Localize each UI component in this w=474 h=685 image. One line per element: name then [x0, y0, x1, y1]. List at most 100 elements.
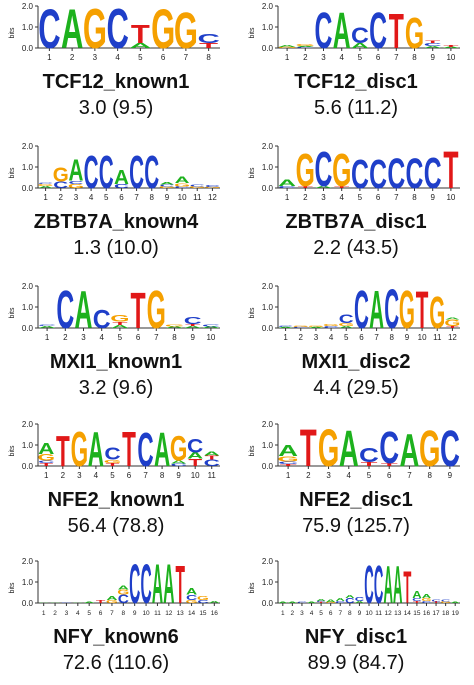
- position-label: 5: [319, 610, 323, 617]
- logo-letter-A: A: [166, 326, 184, 329]
- panel-mxi1-known1: 0.0 1.0 2.0 bits 1 A C 2 C 3 A 4 C 5 A T G 6 T 7 G 8 A G 9 A T C 10 A…: [6, 279, 228, 410]
- logo-letter-C: C: [441, 599, 451, 601]
- y-tick-label: 1.0: [22, 23, 34, 32]
- motif-title: NFY_disc1: [304, 626, 408, 648]
- position-label: 10: [178, 193, 187, 202]
- position-label: 8: [206, 53, 211, 62]
- y-tick-label: 2.0: [262, 2, 274, 11]
- position-label: 10: [365, 610, 373, 617]
- logo-letter-A: A: [278, 442, 298, 460]
- y-axis-label: bits: [9, 445, 16, 456]
- logo-letter-T: T: [185, 323, 200, 326]
- logo-letter-G: G: [104, 459, 122, 464]
- position-label: 16: [211, 610, 219, 617]
- logo-letter-A: A: [278, 44, 296, 47]
- logo-letter-A: A: [175, 176, 191, 185]
- y-tick-label: 1.0: [22, 578, 34, 587]
- logo-letter-C: C: [369, 152, 387, 198]
- position-label: 9: [448, 471, 453, 480]
- logo-letter-C: C: [202, 324, 220, 327]
- position-label: 1: [286, 471, 291, 480]
- logo-letter-A: A: [49, 603, 60, 604]
- y-axis-label: bits: [9, 167, 16, 178]
- position-label: 7: [110, 610, 114, 617]
- position-label: 6: [376, 193, 381, 202]
- logo-letter-A: A: [445, 318, 460, 321]
- logo-letter-A: A: [171, 460, 188, 465]
- logo-letter-A: A: [288, 602, 298, 604]
- logo-letter-A: A: [84, 602, 95, 604]
- logo-letter-A: A: [278, 178, 296, 188]
- motif-title: NFE2_known1: [47, 489, 185, 511]
- logo-letter-A: A: [278, 602, 288, 604]
- position-label: 17: [432, 610, 440, 617]
- logo-letter-C: C: [315, 143, 333, 197]
- logo-letter-C: C: [197, 31, 219, 46]
- logo-letter-G: G: [277, 455, 298, 463]
- logo-letter-A: A: [339, 326, 354, 329]
- position-label: 3: [81, 333, 86, 342]
- position-label: 12: [448, 333, 457, 342]
- logo-letter-C: C: [175, 186, 190, 189]
- position-label: 6: [136, 333, 141, 342]
- logo-letter-C: C: [324, 326, 339, 329]
- position-label: 10: [206, 333, 215, 342]
- position-label: 12: [385, 610, 393, 617]
- logo-letter-C: C: [351, 23, 369, 47]
- logo-letter-C: C: [369, 3, 387, 59]
- logo-letter-G: G: [106, 600, 118, 605]
- y-tick-label: 0.0: [262, 184, 274, 193]
- logo-letter-A: A: [61, 0, 83, 60]
- logo-letter-T: T: [298, 185, 313, 188]
- position-label: 3: [314, 333, 319, 342]
- logo-letter-C: C: [406, 151, 424, 197]
- position-label: 5: [344, 333, 349, 342]
- motif-title: TCF12_disc1: [294, 71, 418, 93]
- logo-letter-C: C: [137, 422, 153, 476]
- motif-title: TCF12_known1: [42, 71, 190, 93]
- position-label: 2: [70, 53, 75, 62]
- logo-letter-G: G: [429, 288, 445, 338]
- motif-title: MXI1_disc2: [301, 351, 411, 373]
- logo-letter-T: T: [389, 5, 404, 59]
- position-label: 5: [367, 471, 372, 480]
- position-label: 12: [165, 610, 173, 617]
- logo-letter-A: A: [412, 589, 422, 600]
- y-tick-label: 1.0: [262, 303, 274, 312]
- logo-letter-T: T: [56, 428, 70, 476]
- position-label: 3: [93, 53, 98, 62]
- logo-letter-C: C: [38, 0, 60, 60]
- panel-zbtb7a-known4: 0.0 1.0 2.0 bits 1 A G C 2 C G 3 G C A 4 C 5 C 6 C A 7 C 8 C 9 G C A 1…: [6, 140, 228, 270]
- logo-letter-T: T: [300, 418, 317, 477]
- position-label: 14: [188, 610, 196, 617]
- logo-letter-C: C: [114, 183, 129, 190]
- position-label: 9: [430, 53, 435, 62]
- y-tick-label: 0.0: [262, 599, 274, 608]
- position-label: 3: [65, 610, 69, 617]
- logo-letter-C: C: [38, 325, 56, 327]
- position-label: 15: [413, 610, 421, 617]
- logo-letter-G: G: [68, 183, 84, 190]
- position-label: 6: [119, 193, 124, 202]
- position-label: 18: [442, 610, 450, 617]
- logo-letter-T: T: [188, 457, 202, 469]
- logo-letter-A: A: [422, 593, 432, 599]
- position-label: 4: [339, 53, 344, 62]
- logo-letter-T: T: [361, 461, 378, 467]
- position-label: 6: [127, 471, 132, 480]
- position-label: 10: [142, 610, 150, 617]
- position-label: 1: [285, 193, 290, 202]
- logo-letter-G: G: [83, 0, 107, 60]
- logo-letter-C: C: [61, 603, 72, 604]
- logo-letter-A: A: [38, 325, 56, 328]
- logo-letter-T: T: [106, 462, 120, 467]
- position-label: 8: [390, 333, 395, 342]
- logo-letter-C: C: [38, 460, 55, 464]
- logo-letter-C: C: [387, 151, 405, 197]
- logo-letter-G: G: [170, 429, 188, 468]
- logo-letter-C: C: [190, 184, 205, 187]
- logo-letter-C: C: [197, 600, 208, 605]
- position-label: 1: [42, 610, 46, 617]
